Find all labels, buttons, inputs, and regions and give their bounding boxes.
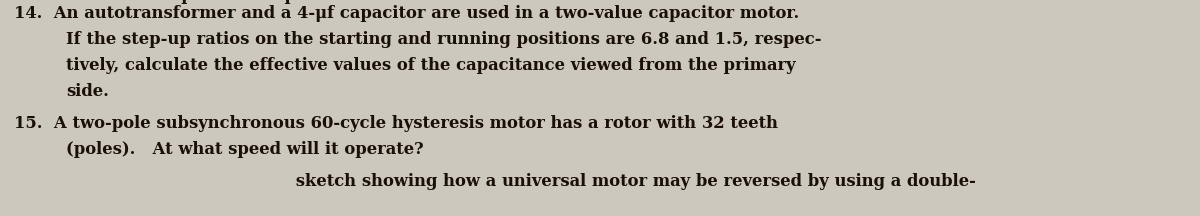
Text: tively, calculate the effective values of the capacitance viewed from the primar: tively, calculate the effective values o… [66,57,796,74]
Text: If the step-up ratios on the starting and running positions are 6.8 and 1.5, res: If the step-up ratios on the starting an… [66,31,822,48]
Text: 15.  A two-pole subsynchronous 60-cycle hysteresis motor has a rotor with 32 tee: 15. A two-pole subsynchronous 60-cycle h… [14,115,779,132]
Text: sketch showing how a universal motor may be reversed by using a double-: sketch showing how a universal motor may… [14,173,977,190]
Text: 20.  Calculate the per cent slip for this: 20. Calculate the per cent slip for this [14,0,370,4]
Text: side.: side. [66,83,109,100]
Text: 14.  An autotransformer and a 4-μf capacitor are used in a two-value capacitor m: 14. An autotransformer and a 4-μf capaci… [14,5,799,22]
Text: (poles).   At what speed will it operate?: (poles). At what speed will it operate? [66,141,424,158]
